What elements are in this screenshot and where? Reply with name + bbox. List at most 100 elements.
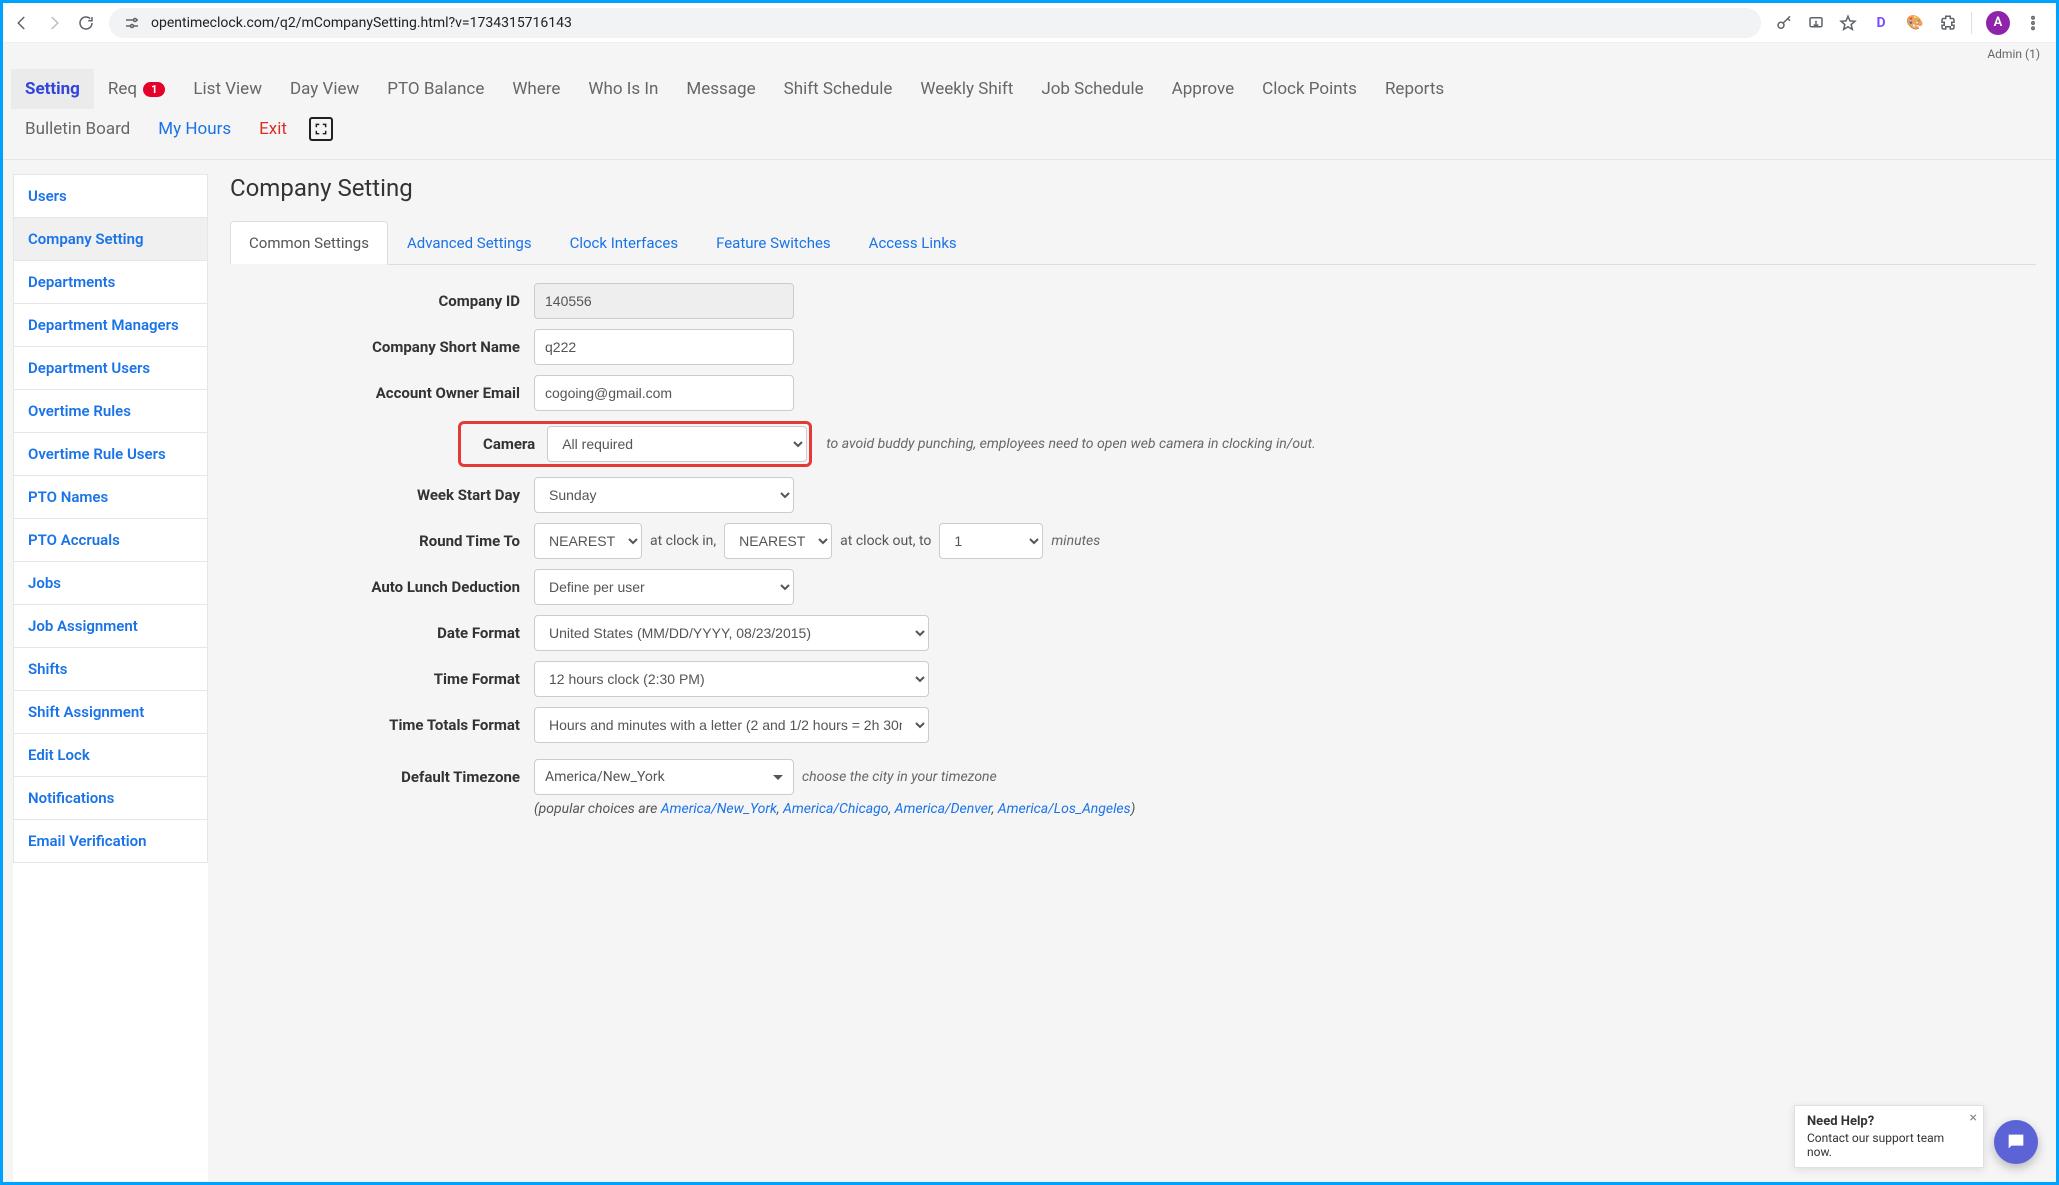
address-bar[interactable]: opentimeclock.com/q2/mCompanySetting.htm… <box>109 8 1761 38</box>
camera-select[interactable]: All required <box>547 426 807 462</box>
nav-job-schedule[interactable]: Job Schedule <box>1027 69 1157 109</box>
extensions-icon[interactable] <box>1939 14 1957 32</box>
extension-icon[interactable]: 🎨 <box>1905 13 1925 33</box>
key-icon[interactable] <box>1775 14 1793 32</box>
week-start-select[interactable]: Sunday <box>534 477 794 513</box>
nav-weekly-shift[interactable]: Weekly Shift <box>906 69 1027 109</box>
help-popup: × Need Help? Contact our support team no… <box>1794 1105 1984 1168</box>
nav-message[interactable]: Message <box>672 69 769 109</box>
separator <box>1971 12 1972 34</box>
sidebar-item-department-users[interactable]: Department Users <box>13 347 208 390</box>
round-out-text: at clock out, to <box>840 533 931 549</box>
nav-list-view[interactable]: List View <box>179 69 276 109</box>
sidebar-item-departments[interactable]: Departments <box>13 261 208 304</box>
tz-link-denver[interactable]: America/Denver <box>895 801 992 817</box>
tz-link-chicago[interactable]: America/Chicago <box>783 801 888 817</box>
nav-approve[interactable]: Approve <box>1158 69 1249 109</box>
round-minutes-text: minutes <box>1051 533 1100 549</box>
sidebar-item-shift-assignment[interactable]: Shift Assignment <box>13 691 208 734</box>
chat-button[interactable] <box>1994 1120 2038 1164</box>
star-icon[interactable] <box>1839 14 1857 32</box>
time-format-select[interactable]: 12 hours clock (2:30 PM) <box>534 661 929 697</box>
tabs: Common Settings Advanced Settings Clock … <box>230 220 2036 265</box>
chevron-down-icon <box>773 775 783 780</box>
nav-my-hours[interactable]: My Hours <box>144 109 245 149</box>
browser-actions: D 🎨 A <box>1775 11 2046 35</box>
nav-bulletin-board[interactable]: Bulletin Board <box>11 109 144 149</box>
label-date-format: Date Format <box>230 624 520 642</box>
time-totals-select[interactable]: Hours and minutes with a letter (2 and 1… <box>534 707 929 743</box>
tz-link-la[interactable]: America/Los_Angeles <box>998 801 1131 817</box>
nav-who-is-in[interactable]: Who Is In <box>574 69 672 109</box>
tab-clock-interfaces[interactable]: Clock Interfaces <box>551 221 697 265</box>
round-minutes-select[interactable]: 1 <box>939 523 1043 559</box>
round-out-select[interactable]: NEAREST <box>724 523 832 559</box>
nav-shift-schedule[interactable]: Shift Schedule <box>770 69 907 109</box>
nav-req-label: Req <box>108 79 137 99</box>
label-camera: Camera <box>463 435 535 453</box>
sidebar-item-edit-lock[interactable]: Edit Lock <box>13 734 208 777</box>
fullscreen-icon[interactable] <box>309 117 333 141</box>
page-title: Company Setting <box>230 174 2036 202</box>
sidebar-item-pto-accruals[interactable]: PTO Accruals <box>13 519 208 562</box>
label-round-time: Round Time To <box>230 532 520 550</box>
sidebar-item-overtime-rules[interactable]: Overtime Rules <box>13 390 208 433</box>
label-owner-email: Account Owner Email <box>230 384 520 402</box>
sidebar-item-pto-names[interactable]: PTO Names <box>13 476 208 519</box>
tab-access-links[interactable]: Access Links <box>850 221 976 265</box>
sidebar-item-jobs[interactable]: Jobs <box>13 562 208 605</box>
sidebar-item-notifications[interactable]: Notifications <box>13 777 208 820</box>
url-text: opentimeclock.com/q2/mCompanySetting.htm… <box>151 15 572 31</box>
camera-highlight: Camera All required <box>458 421 812 467</box>
label-short-name: Company Short Name <box>230 338 520 356</box>
date-format-select[interactable]: United States (MM/DD/YYYY, 08/23/2015) <box>534 615 929 651</box>
forward-icon[interactable] <box>45 14 63 32</box>
extension-d-icon[interactable]: D <box>1871 13 1891 33</box>
timezone-popular: (popular choices are America/New_York, A… <box>230 801 1330 817</box>
tz-link-ny[interactable]: America/New_York <box>661 801 777 817</box>
nav-req[interactable]: Req 1 <box>94 69 179 109</box>
short-name-input[interactable] <box>534 329 794 365</box>
label-timezone: Default Timezone <box>230 768 520 786</box>
tab-feature-switches[interactable]: Feature Switches <box>697 221 850 265</box>
timezone-hint: choose the city in your timezone <box>802 769 997 785</box>
install-icon[interactable] <box>1807 14 1825 32</box>
label-time-format: Time Format <box>230 670 520 688</box>
site-settings-icon[interactable] <box>123 14 141 32</box>
sidebar-item-department-managers[interactable]: Department Managers <box>13 304 208 347</box>
nav-exit[interactable]: Exit <box>245 109 301 149</box>
nav-day-view[interactable]: Day View <box>276 69 373 109</box>
nav-where[interactable]: Where <box>498 69 574 109</box>
help-body: Contact our support team now. <box>1807 1131 1955 1159</box>
admin-label: Admin (1) <box>3 43 2056 61</box>
tab-common-settings[interactable]: Common Settings <box>230 221 388 265</box>
profile-avatar[interactable]: A <box>1986 11 2010 35</box>
browser-toolbar: opentimeclock.com/q2/mCompanySetting.htm… <box>3 3 2056 43</box>
timezone-value: America/New_York <box>545 769 665 785</box>
round-in-select[interactable]: NEAREST <box>534 523 642 559</box>
sidebar-item-email-verification[interactable]: Email Verification <box>13 820 208 863</box>
reload-icon[interactable] <box>77 14 95 32</box>
close-icon[interactable]: × <box>1970 1110 1977 1126</box>
camera-hint: to avoid buddy punching, employees need … <box>826 436 1315 452</box>
nav-reports[interactable]: Reports <box>1371 69 1458 109</box>
sidebar-item-shifts[interactable]: Shifts <box>13 648 208 691</box>
auto-lunch-select[interactable]: Define per user <box>534 569 794 605</box>
label-auto-lunch: Auto Lunch Deduction <box>230 578 520 596</box>
menu-icon[interactable] <box>2024 14 2042 32</box>
label-company-id: Company ID <box>230 292 520 310</box>
company-id-input <box>534 283 794 319</box>
back-icon[interactable] <box>13 14 31 32</box>
nav-clock-points[interactable]: Clock Points <box>1248 69 1371 109</box>
sidebar-item-overtime-rule-users[interactable]: Overtime Rule Users <box>13 433 208 476</box>
timezone-select[interactable]: America/New_York <box>534 759 794 795</box>
label-time-totals: Time Totals Format <box>230 716 520 734</box>
sidebar-item-job-assignment[interactable]: Job Assignment <box>13 605 208 648</box>
sidebar-item-company-setting[interactable]: Company Setting <box>13 218 208 261</box>
tab-advanced-settings[interactable]: Advanced Settings <box>388 221 551 265</box>
owner-email-input[interactable] <box>534 375 794 411</box>
nav-pto-balance[interactable]: PTO Balance <box>373 69 498 109</box>
round-in-text: at clock in, <box>650 533 716 549</box>
nav-setting[interactable]: Setting <box>11 69 94 109</box>
sidebar-item-users[interactable]: Users <box>13 174 208 218</box>
